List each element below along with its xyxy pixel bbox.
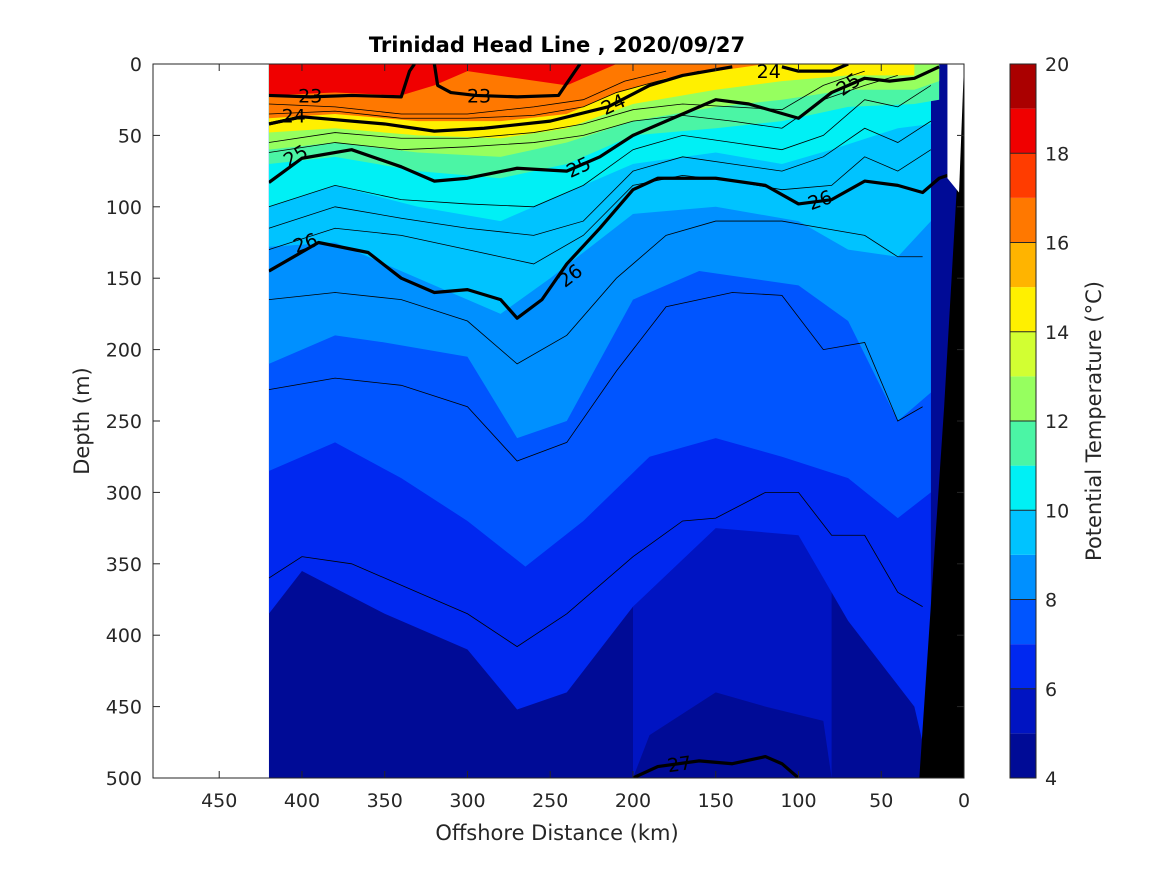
- colorbar-tick-label: 12: [1045, 411, 1069, 433]
- bottom-topography: [919, 64, 964, 778]
- density-contour-23-1: [432, 64, 582, 99]
- colorbar-swatch: [1010, 733, 1036, 778]
- temperature-band-18: [268, 64, 617, 96]
- thin-contour-5: [268, 120, 932, 236]
- thin-contour-6: [268, 149, 932, 265]
- y-tick-label: 400: [106, 625, 142, 647]
- density-contour-label: 24: [757, 61, 781, 83]
- colorbar-tick-label: 6: [1045, 679, 1057, 701]
- density-label-group-1: 23: [467, 85, 491, 107]
- colorbar-swatch: [1010, 287, 1036, 332]
- x-tick-label: 150: [698, 790, 734, 812]
- y-tick-label: 350: [106, 554, 142, 576]
- density-contour-24-3: [268, 115, 303, 126]
- y-axis-label: Depth (m): [70, 367, 94, 474]
- colorbar-swatch: [1010, 376, 1036, 421]
- colorbar-swatch: [1010, 599, 1036, 645]
- colorbar-tick-label: 14: [1045, 322, 1069, 344]
- x-tick-label: 200: [615, 790, 651, 812]
- no-data-sliver: [947, 64, 964, 193]
- colorbar: 4 6 8 10 12 14 16 18 20: [1009, 54, 1069, 790]
- colorbar-swatch: [1010, 331, 1036, 377]
- y-tick-label: 250: [106, 411, 142, 433]
- colorbar-swatch: [1010, 153, 1036, 198]
- x-tick-label: 50: [869, 790, 893, 812]
- data-layer: [268, 64, 964, 778]
- x-tick-label: 300: [449, 790, 485, 812]
- y-tick-label: 500: [106, 768, 142, 790]
- x-tick-label: 400: [284, 790, 320, 812]
- density-contour-24-2: [268, 65, 733, 133]
- y-tick-label: 450: [106, 697, 142, 719]
- x-tick-label: 100: [780, 790, 816, 812]
- density-contour-label: 23: [298, 85, 322, 107]
- colorbar-swatch: [1010, 465, 1036, 511]
- colorbar-swatch: [1010, 242, 1036, 288]
- density-contour-26-8: [268, 173, 948, 320]
- colorbar-tick-label: 18: [1045, 143, 1069, 165]
- thin-contour-4: [268, 85, 932, 208]
- thin-contour-7: [268, 220, 923, 365]
- x-tick-label: 350: [367, 790, 403, 812]
- colorbar-swatch: [1010, 510, 1036, 555]
- density-contour-label: 24: [282, 105, 306, 127]
- colorbar-tick-label: 10: [1045, 500, 1069, 522]
- colorbar-tick-label: 16: [1045, 233, 1069, 255]
- colorbar-swatch: [1010, 197, 1036, 243]
- colorbar-swatch: [1010, 554, 1036, 600]
- density-contour-23-0: [268, 64, 416, 99]
- colorbar-swatch: [1010, 64, 1036, 109]
- chart-title: Trinidad Head Line , 2020/09/27: [369, 33, 745, 57]
- colorbar-swatch: [1010, 108, 1036, 154]
- topography-layer: [919, 64, 964, 778]
- thin-contour-0: [268, 70, 667, 115]
- density-contour-27-11: [632, 754, 800, 778]
- thin-contour-1: [268, 70, 700, 119]
- x-tick-label: 0: [958, 790, 970, 812]
- y-tick-label: 100: [106, 197, 142, 219]
- thin-contour-9: [268, 491, 923, 648]
- axes-layer: 450 400 350 300 250 200 150 100 50 00501001502002…: [106, 54, 970, 812]
- density-label-group-0: 23: [298, 85, 322, 107]
- colorbar-tick-label: 8: [1045, 590, 1057, 612]
- colorbar-tick-label: 4: [1045, 768, 1057, 790]
- density-contour-24-4: [781, 64, 849, 73]
- colorbar-swatch: [1010, 688, 1036, 734]
- y-tick-label: 50: [118, 125, 142, 147]
- colorbar-tick-label: 20: [1045, 54, 1069, 76]
- density-contour-label: 27: [666, 752, 693, 777]
- x-axis-label: Offshore Distance (km): [435, 821, 678, 845]
- density-contour-25-5: [268, 65, 940, 184]
- density-label-group-11: 27: [666, 752, 693, 777]
- y-tick-label: 150: [106, 268, 142, 290]
- colorbar-swatch: [1010, 644, 1036, 689]
- thin-contour-8: [268, 292, 923, 462]
- y-tick-label: 200: [106, 340, 142, 362]
- colorbar-swatch: [1010, 421, 1036, 466]
- thin-contour-2: [268, 70, 865, 143]
- x-tick-label: 250: [532, 790, 568, 812]
- density-label-group-3: 24: [282, 105, 306, 127]
- y-tick-label: 0: [130, 54, 142, 76]
- colorbar-label: Potential Temperature (°C): [1082, 281, 1106, 561]
- y-tick-label: 300: [106, 482, 142, 504]
- density-contour-label: 23: [467, 85, 491, 107]
- x-tick-label: 450: [201, 790, 237, 812]
- density-label-group-4: 24: [757, 61, 781, 83]
